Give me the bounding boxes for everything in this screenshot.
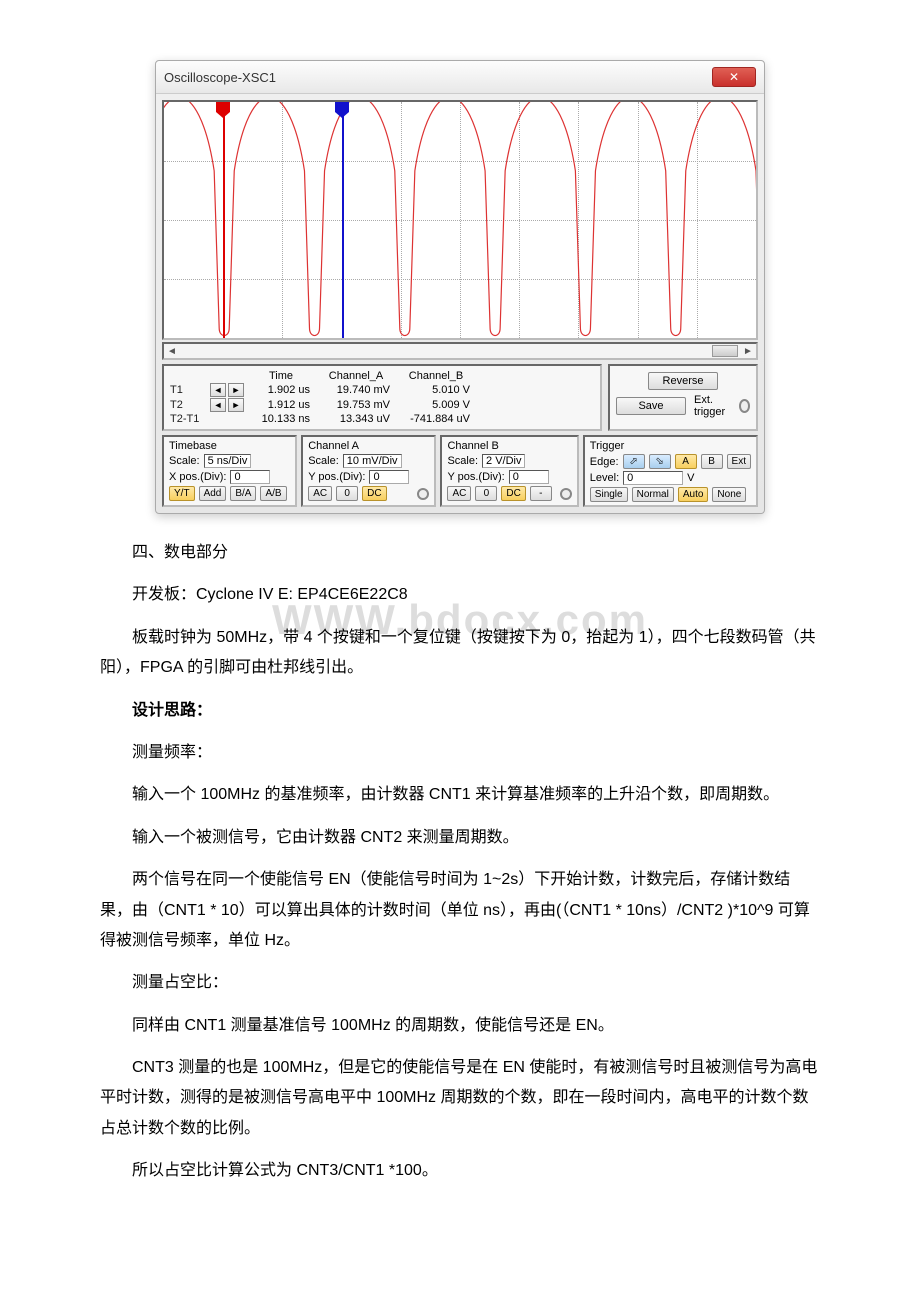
- ext-trigger-port[interactable]: [739, 399, 750, 413]
- src-a-button[interactable]: A: [675, 454, 697, 469]
- para: 开发板：Cyclone IV E: EP4CE6E22C8: [100, 580, 820, 610]
- oscilloscope-window: Oscilloscope-XSC1 ✕: [155, 60, 765, 514]
- t1-time: 1.902 us: [246, 384, 316, 396]
- para: 测量占空比：: [100, 968, 820, 998]
- dt-time: 10.133 ns: [246, 413, 316, 425]
- src-b-button[interactable]: B: [701, 454, 723, 469]
- readout-actions: Reverse Save Ext. trigger: [608, 364, 758, 431]
- cha-dc-button[interactable]: DC: [362, 486, 386, 501]
- trg-none-button[interactable]: None: [712, 487, 746, 502]
- reverse-button[interactable]: Reverse: [648, 372, 718, 390]
- level-label: Level:: [590, 472, 619, 484]
- cursor-t1-flag[interactable]: [216, 102, 230, 112]
- t2-time: 1.912 us: [246, 399, 316, 411]
- dt-label: T2-T1: [170, 413, 210, 425]
- t2-right-button[interactable]: ►: [228, 398, 244, 412]
- t1-label: T1: [170, 384, 210, 396]
- edge-rise-button[interactable]: ⬀: [623, 454, 645, 469]
- para: 测量频率：: [100, 738, 820, 768]
- cursor-t1[interactable]: [223, 102, 225, 338]
- channel-b-group: Channel B Scale: 2 V/Div Y pos.(Div): 0 …: [440, 435, 578, 507]
- cursor-t2-flag[interactable]: [335, 102, 349, 112]
- para: 输入一个 100MHz 的基准频率，由计数器 CNT1 来计算基准频率的上升沿个…: [100, 780, 820, 810]
- edge-fall-button[interactable]: ⬂: [649, 454, 671, 469]
- t2-left-button[interactable]: ◄: [210, 398, 226, 412]
- para: 四、数电部分: [100, 538, 820, 568]
- channel-a-group: Channel A Scale: 10 mV/Div Y pos.(Div): …: [301, 435, 436, 507]
- titlebar: Oscilloscope-XSC1 ✕: [156, 61, 764, 94]
- chb-header: Channel B: [447, 440, 571, 452]
- timebase-header: Timebase: [169, 440, 290, 452]
- chb-ac-button[interactable]: AC: [447, 486, 471, 501]
- scale-label: Scale:: [169, 455, 200, 467]
- t1-left-button[interactable]: ◄: [210, 383, 226, 397]
- scale-label: Scale:: [308, 455, 339, 467]
- scroll-thumb[interactable]: [712, 345, 738, 357]
- chb-zero-button[interactable]: 0: [475, 486, 497, 501]
- t2-chb: 5.009 V: [396, 399, 476, 411]
- trigger-header: Trigger: [590, 440, 751, 452]
- timebase-scale[interactable]: 5 ns/Div: [204, 454, 252, 468]
- chb-dc-button[interactable]: DC: [501, 486, 525, 501]
- para: 输入一个被测信号，它由计数器 CNT2 来测量周期数。: [100, 823, 820, 853]
- para: CNT3 测量的也是 100MHz，但是它的使能信号是在 EN 使能时，有被测信…: [100, 1053, 820, 1144]
- timebase-xpos[interactable]: 0: [230, 470, 270, 484]
- cursor-readout: Time Channel_A Channel_B T1 ◄ ► 1.902 us…: [162, 364, 602, 431]
- mode-ba-button[interactable]: B/A: [230, 486, 256, 501]
- mode-add-button[interactable]: Add: [199, 486, 227, 501]
- para: 同样由 CNT1 测量基准信号 100MHz 的周期数，使能信号还是 EN。: [100, 1011, 820, 1041]
- waveform: [164, 102, 756, 338]
- mode-ab-button[interactable]: A/B: [260, 486, 286, 501]
- dt-cha: 13.343 uV: [316, 413, 396, 425]
- t1-right-button[interactable]: ►: [228, 383, 244, 397]
- cha-port[interactable]: [417, 488, 429, 500]
- dt-chb: -741.884 uV: [396, 413, 476, 425]
- horizontal-scrollbar[interactable]: ◄ ►: [162, 342, 758, 360]
- mode-yt-button[interactable]: Y/T: [169, 486, 195, 501]
- src-ext-button[interactable]: Ext: [727, 454, 751, 469]
- t2-cha: 19.753 mV: [316, 399, 396, 411]
- ypos-label: Y pos.(Div):: [447, 471, 504, 483]
- scroll-right-icon[interactable]: ►: [740, 346, 756, 357]
- ypos-label: Y pos.(Div):: [308, 471, 365, 483]
- scroll-left-icon[interactable]: ◄: [164, 346, 180, 357]
- hdr-cha: Channel_A: [316, 370, 396, 382]
- t1-cha: 19.740 mV: [316, 384, 396, 396]
- xpos-label: X pos.(Div):: [169, 471, 226, 483]
- chb-scale[interactable]: 2 V/Div: [482, 454, 525, 468]
- trg-normal-button[interactable]: Normal: [632, 487, 674, 502]
- trigger-level[interactable]: 0: [623, 471, 683, 485]
- cha-ac-button[interactable]: AC: [308, 486, 332, 501]
- cha-ypos[interactable]: 0: [369, 470, 409, 484]
- para: 所以占空比计算公式为 CNT3/CNT1 *100。: [100, 1156, 820, 1186]
- cha-header: Channel A: [308, 440, 429, 452]
- window-title: Oscilloscope-XSC1: [164, 70, 276, 85]
- wave-path: [164, 102, 756, 336]
- save-button[interactable]: Save: [616, 397, 686, 415]
- scope-display: [162, 100, 758, 340]
- close-button[interactable]: ✕: [712, 67, 756, 87]
- para: 两个信号在同一个使能信号 EN（使能信号时间为 1~2s）下开始计数，计数完后，…: [100, 865, 820, 956]
- para-heading: 设计思路：: [100, 696, 820, 726]
- trigger-group: Trigger Edge: ⬀ ⬂ A B Ext Level: 0 V: [583, 435, 758, 507]
- scale-label: Scale:: [447, 455, 478, 467]
- cursor-t2[interactable]: [342, 102, 344, 338]
- cha-zero-button[interactable]: 0: [336, 486, 358, 501]
- chb-ypos[interactable]: 0: [509, 470, 549, 484]
- t2-label: T2: [170, 399, 210, 411]
- cha-scale[interactable]: 10 mV/Div: [343, 454, 402, 468]
- edge-label: Edge:: [590, 456, 619, 468]
- hdr-time: Time: [246, 370, 316, 382]
- timebase-group: Timebase Scale: 5 ns/Div X pos.(Div): 0 …: [162, 435, 297, 507]
- chb-minus-button[interactable]: -: [530, 486, 552, 501]
- trg-single-button[interactable]: Single: [590, 487, 628, 502]
- chb-port[interactable]: [560, 488, 572, 500]
- trg-auto-button[interactable]: Auto: [678, 487, 709, 502]
- level-unit: V: [687, 472, 694, 484]
- document-body: 四、数电部分 WWW.bdocx.com 开发板：Cyclone IV E: E…: [100, 538, 820, 1187]
- para: 板载时钟为 50MHz，带 4 个按键和一个复位键（按键按下为 0，抬起为 1）…: [100, 623, 820, 684]
- ext-trigger-label: Ext. trigger: [694, 394, 733, 418]
- t1-chb: 5.010 V: [396, 384, 476, 396]
- hdr-chb: Channel_B: [396, 370, 476, 382]
